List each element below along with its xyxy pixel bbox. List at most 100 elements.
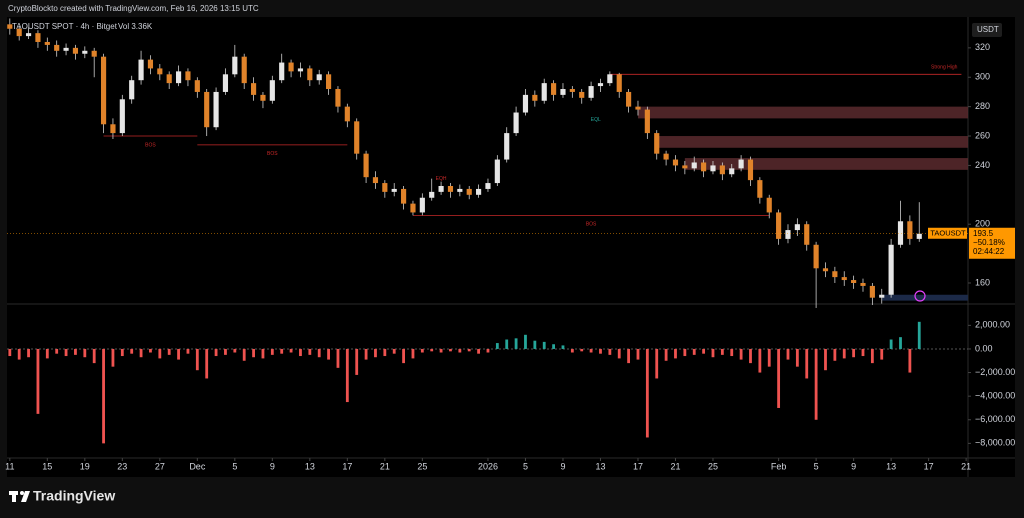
symbol-tag <box>928 227 967 239</box>
delta-bar <box>767 348 771 367</box>
x-tick-label: 21 <box>670 461 680 471</box>
delta-bar <box>467 348 471 352</box>
delta-bar <box>102 348 105 444</box>
candle-body <box>616 74 622 92</box>
delta-bar <box>908 348 912 373</box>
candle-body <box>794 224 800 231</box>
candle-body <box>147 59 154 69</box>
delta-bar <box>8 348 12 357</box>
delta-bar <box>533 340 537 349</box>
delta-bar <box>252 348 255 358</box>
logo <box>9 491 30 502</box>
delta-bar <box>805 348 809 379</box>
candle-body <box>813 244 819 269</box>
candle-body <box>166 74 172 84</box>
candle-body <box>401 188 407 204</box>
y-tick-label: −4,000.00 <box>975 391 1015 401</box>
candle-body <box>654 133 660 154</box>
delta-bar <box>74 348 77 355</box>
candle-body <box>916 233 922 239</box>
delta-bar <box>758 348 762 373</box>
candle-body <box>851 280 857 283</box>
delta-bar <box>617 348 621 359</box>
currency-box <box>972 23 1002 37</box>
x-tick-label: 25 <box>708 461 718 471</box>
delta-bar <box>730 348 734 357</box>
alert-icon <box>914 290 926 302</box>
candle-body <box>157 68 163 75</box>
candle-body <box>897 221 904 245</box>
candle-body <box>429 191 435 198</box>
delta-bar <box>599 348 602 354</box>
x-tick-label: 17 <box>924 461 934 471</box>
y-tick-label: 240 <box>975 160 990 170</box>
x-tick-label: 21 <box>380 461 390 471</box>
candle-body <box>175 71 182 84</box>
credit: CryptoBlockto created with TradingView.c… <box>8 4 259 13</box>
delta-bar <box>158 348 162 359</box>
delta-bar <box>280 348 284 354</box>
y-tick-label: 320 <box>975 42 990 52</box>
delta-bar <box>580 348 584 352</box>
candle-body <box>241 56 247 84</box>
delta-bar <box>430 348 434 352</box>
delta-bar <box>130 348 134 354</box>
point-label: EQL <box>591 117 601 123</box>
level-label: BOS <box>145 142 156 148</box>
delta-bar <box>139 348 143 358</box>
delta-bar <box>458 348 462 353</box>
delta-bar <box>570 348 574 353</box>
candle-body <box>82 50 88 54</box>
candle-body <box>54 44 60 51</box>
delta-bar <box>542 341 546 349</box>
candle-body <box>438 185 444 192</box>
delta-bar <box>327 348 330 360</box>
delta-bar <box>636 348 640 360</box>
candle-body <box>485 183 491 189</box>
candle-body <box>16 28 22 37</box>
candle-body <box>504 133 510 160</box>
delta-bar <box>720 348 724 355</box>
x-tick-label: 21 <box>961 461 971 471</box>
candle-body <box>110 124 116 134</box>
x-tick-label: 19 <box>80 461 90 471</box>
delta-bar <box>317 348 321 358</box>
candle-body <box>888 244 894 295</box>
candle-body <box>579 91 585 98</box>
candle-body <box>129 80 135 100</box>
y-tick-label: 2,000.00 <box>975 320 1010 330</box>
delta-bar <box>449 348 452 352</box>
delta-bar <box>608 348 612 355</box>
delta-bar <box>870 348 874 364</box>
candle-body <box>185 71 191 81</box>
delta-bar <box>55 348 59 354</box>
candle-body <box>119 99 125 134</box>
x-tick-label: 13 <box>595 461 605 471</box>
candle-body <box>766 197 772 213</box>
delta-bar <box>739 348 743 360</box>
x-tick-label: 9 <box>270 461 275 471</box>
candle-body <box>457 188 463 192</box>
delta-bar <box>195 348 199 371</box>
candle-body <box>288 62 294 72</box>
delta-bar <box>336 348 340 368</box>
delta-bar <box>495 343 499 349</box>
y-tick-label: 260 <box>975 130 990 140</box>
delta-bar <box>83 348 87 358</box>
delta-bar <box>383 348 387 357</box>
x-tick-label: 5 <box>814 461 819 471</box>
delta-bar <box>27 348 30 358</box>
delta-bar <box>814 348 818 420</box>
candle-body <box>729 168 735 175</box>
candle-body <box>363 153 369 178</box>
chart-area <box>7 17 1015 477</box>
delta-bar <box>645 348 649 438</box>
delta-bar <box>92 348 96 364</box>
delta-bar <box>655 348 659 379</box>
delta-bar <box>149 348 152 353</box>
delta-bar <box>711 348 715 358</box>
delta-bar <box>777 348 781 408</box>
x-tick-label: 11 <box>5 461 14 471</box>
